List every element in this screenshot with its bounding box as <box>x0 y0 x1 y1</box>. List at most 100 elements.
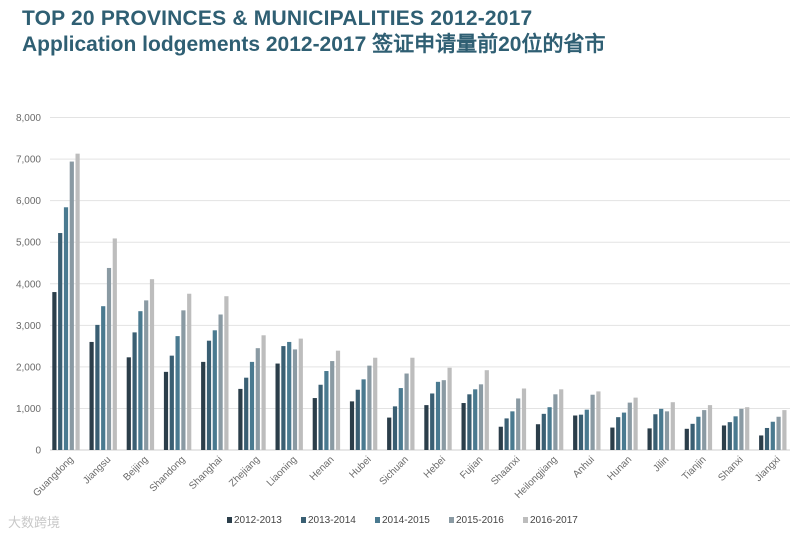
bar <box>75 153 80 450</box>
bar <box>610 427 615 450</box>
bar <box>696 416 701 450</box>
bar <box>69 161 74 450</box>
y-tick-label: 1,000 <box>16 404 41 415</box>
bar <box>349 401 355 450</box>
bar <box>126 357 131 450</box>
bar <box>484 370 489 450</box>
legend-swatch <box>301 517 306 523</box>
bar <box>521 388 527 450</box>
x-category-label: Jilin <box>651 454 671 474</box>
legend-swatch <box>375 517 380 523</box>
bar <box>52 292 57 450</box>
bar <box>149 279 155 450</box>
bar <box>361 379 366 450</box>
bar <box>690 423 695 450</box>
bar <box>292 349 298 450</box>
bar <box>707 405 713 450</box>
bar <box>287 341 292 450</box>
y-tick-label: 4,000 <box>16 279 41 290</box>
y-tick-label: 7,000 <box>16 155 41 166</box>
y-tick-label: 2,000 <box>16 362 41 373</box>
bar <box>659 408 664 450</box>
bar <box>578 414 584 450</box>
bar <box>275 363 280 450</box>
y-tick-label: 0 <box>35 446 41 457</box>
bar <box>739 408 744 450</box>
y-tick-label: 3,000 <box>16 321 41 332</box>
bar <box>727 422 732 450</box>
bar <box>318 384 323 450</box>
bar <box>58 233 63 450</box>
bar <box>355 389 360 450</box>
bar <box>367 365 372 450</box>
bar <box>106 267 112 450</box>
bar <box>670 402 675 450</box>
x-category-label: Hubei <box>347 454 373 480</box>
bar <box>238 388 243 450</box>
bar <box>782 410 787 450</box>
bar <box>163 371 169 450</box>
chart-title: TOP 20 PROVINCES & MUNICIPALITIES 2012-2… <box>22 7 533 30</box>
x-category-label: Anhui <box>571 454 597 480</box>
bar <box>244 377 249 450</box>
bar <box>144 300 149 451</box>
bar <box>206 340 212 450</box>
bar <box>498 426 503 450</box>
bar <box>573 415 578 450</box>
bar <box>435 381 441 450</box>
bar <box>616 417 621 450</box>
bar <box>249 361 255 450</box>
x-category-label: Jiangsu <box>81 454 113 486</box>
bar <box>684 428 689 450</box>
bar <box>478 384 484 450</box>
bar <box>510 411 515 450</box>
bar <box>410 357 415 450</box>
bar <box>95 324 100 450</box>
bar <box>89 341 94 450</box>
x-category-label: Shanxi <box>716 454 745 483</box>
bar <box>218 314 223 450</box>
chart-title-block: TOP 20 PROVINCES & MUNICIPALITIES 2012-2… <box>22 6 605 58</box>
bar <box>324 371 329 450</box>
bar <box>447 367 452 450</box>
bar <box>647 428 652 450</box>
x-category-label: Sichuan <box>378 454 411 487</box>
x-category-label: Tianjin <box>680 454 708 482</box>
bar <box>745 407 750 450</box>
bar <box>621 412 627 450</box>
bar <box>430 393 435 450</box>
bar <box>547 407 552 450</box>
x-category-label: Guangdong <box>31 454 76 499</box>
chart-subtitle: Application lodgements 2012-2017 签证申请量前2… <box>22 33 606 56</box>
bar <box>590 394 595 450</box>
x-category-label: Shaanxi <box>489 454 522 487</box>
bar <box>261 335 266 450</box>
bar <box>535 424 541 450</box>
legend-label: 2013-2014 <box>308 515 356 526</box>
bar <box>553 394 558 450</box>
x-category-label: Hebei <box>422 454 448 480</box>
x-category-label: Henan <box>308 454 337 483</box>
legend-swatch <box>449 517 454 523</box>
bar <box>63 207 69 450</box>
bar <box>541 413 546 450</box>
bar <box>373 357 378 450</box>
bar <box>201 361 206 450</box>
x-category-label: Zhejiang <box>227 454 262 489</box>
x-category-label: Beijing <box>122 454 151 483</box>
legend-label: 2014-2015 <box>382 515 430 526</box>
bar <box>633 397 638 450</box>
bar <box>138 311 143 450</box>
bar <box>169 355 174 450</box>
legend-swatch <box>523 517 528 523</box>
bar <box>224 296 229 450</box>
y-tick-label: 6,000 <box>16 196 41 207</box>
x-category-label: Shanghai <box>187 454 225 492</box>
bar <box>212 330 217 450</box>
bar <box>504 418 509 450</box>
bar <box>770 421 775 450</box>
bar <box>181 310 186 450</box>
bar <box>596 391 601 450</box>
legend-label: 2016-2017 <box>530 515 578 526</box>
